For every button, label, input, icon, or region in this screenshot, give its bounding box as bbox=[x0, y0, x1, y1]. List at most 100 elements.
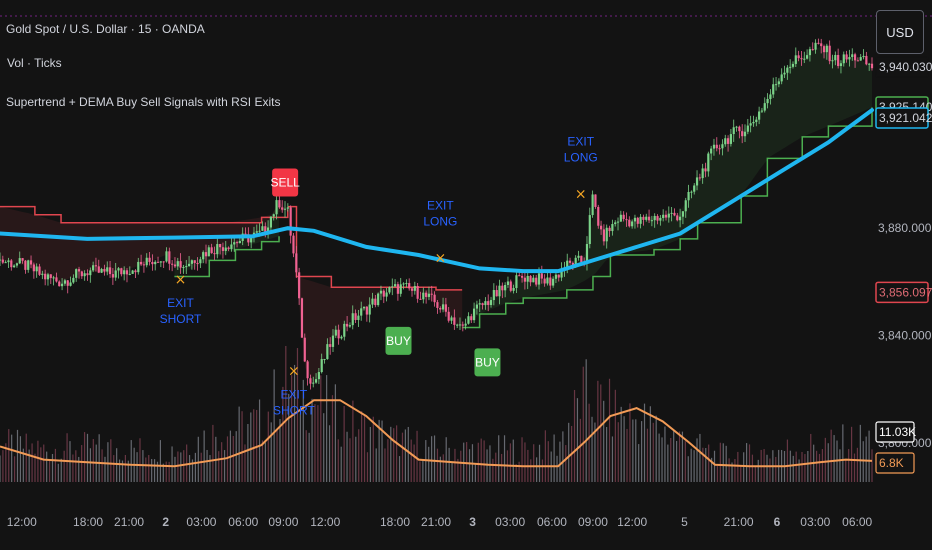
candle bbox=[504, 282, 507, 298]
candle-body bbox=[803, 58, 806, 60]
candle-body bbox=[724, 138, 727, 145]
candle bbox=[63, 278, 67, 286]
currency-button[interactable]: USD bbox=[876, 10, 924, 54]
time-tick-label: 03:00 bbox=[495, 515, 525, 529]
candle-body bbox=[227, 247, 230, 250]
candle-body bbox=[811, 49, 814, 51]
candle-body bbox=[523, 277, 526, 282]
candle-body bbox=[357, 315, 360, 320]
candle-body bbox=[289, 207, 292, 236]
candle-body bbox=[77, 269, 81, 272]
candle bbox=[227, 246, 230, 252]
volume-bar bbox=[206, 449, 208, 482]
volume-bar bbox=[460, 450, 462, 482]
buy-signal: BUY bbox=[474, 348, 501, 377]
candle bbox=[314, 373, 318, 384]
candle bbox=[848, 49, 851, 67]
volume-bar bbox=[66, 433, 68, 482]
candle bbox=[145, 253, 148, 268]
exit-label: EXIT bbox=[427, 199, 454, 213]
candle-body bbox=[679, 216, 682, 221]
volume-bar bbox=[699, 433, 701, 482]
volume-bar bbox=[810, 433, 812, 482]
candle-body bbox=[535, 277, 538, 285]
candle-body bbox=[15, 263, 19, 266]
candle-body bbox=[326, 344, 329, 360]
volume-bar bbox=[865, 436, 867, 482]
candle bbox=[588, 207, 591, 249]
candle bbox=[94, 257, 98, 272]
volume-bar bbox=[678, 431, 681, 482]
volume-bar bbox=[868, 430, 870, 482]
candle bbox=[21, 257, 24, 264]
candle-body bbox=[599, 225, 603, 230]
volume-bar bbox=[862, 441, 864, 482]
candle-body bbox=[275, 200, 278, 215]
candle-body bbox=[422, 292, 425, 300]
candle bbox=[746, 118, 749, 135]
volume-bar bbox=[600, 384, 602, 482]
volume-bar bbox=[116, 448, 118, 482]
candle bbox=[179, 253, 182, 274]
candle bbox=[337, 324, 340, 345]
candle bbox=[289, 205, 292, 244]
volume-bar bbox=[267, 411, 269, 482]
candle-body bbox=[27, 260, 30, 270]
candle bbox=[532, 274, 535, 283]
volume-bar bbox=[282, 386, 284, 482]
candle bbox=[365, 306, 368, 322]
exit-label: EXIT bbox=[167, 296, 194, 310]
time-tick-label: 09:00 bbox=[268, 515, 298, 529]
exit-label: LONG bbox=[423, 215, 457, 229]
candle bbox=[839, 60, 843, 74]
candle bbox=[619, 210, 622, 222]
volume-bar bbox=[719, 442, 721, 482]
volume-bar bbox=[856, 447, 859, 482]
volume-bar bbox=[728, 458, 730, 482]
volume-bar bbox=[734, 459, 736, 482]
volume-bar bbox=[151, 458, 153, 482]
candle-body bbox=[639, 216, 642, 224]
volume-bar bbox=[381, 420, 383, 482]
candle bbox=[125, 268, 129, 283]
volume-bar bbox=[130, 440, 132, 482]
candle bbox=[515, 270, 518, 293]
candle-body bbox=[495, 290, 498, 297]
candle-body bbox=[515, 275, 518, 288]
candle-body bbox=[695, 177, 699, 186]
volume-bar bbox=[722, 443, 724, 482]
candle bbox=[695, 170, 699, 191]
candle bbox=[1, 255, 4, 265]
candle-body bbox=[450, 317, 453, 321]
candle-body bbox=[396, 284, 400, 294]
candle-body bbox=[207, 247, 210, 257]
candle bbox=[825, 43, 828, 60]
candle bbox=[309, 374, 312, 390]
candle bbox=[464, 318, 467, 330]
volume-bar bbox=[553, 434, 555, 482]
candle bbox=[817, 38, 820, 45]
volume-tag-label: 6.8K bbox=[879, 456, 904, 470]
volume-bar bbox=[0, 455, 1, 482]
candle bbox=[585, 236, 589, 271]
candle-body bbox=[749, 123, 752, 126]
candle-body bbox=[859, 57, 862, 61]
volume-bar bbox=[859, 424, 861, 482]
candle-body bbox=[4, 262, 7, 264]
volume-bar bbox=[503, 435, 506, 482]
candle-body bbox=[140, 261, 143, 265]
candle-body bbox=[464, 323, 467, 326]
candle-body bbox=[371, 298, 374, 305]
candle-body bbox=[111, 274, 114, 278]
candle-body bbox=[433, 294, 436, 303]
volume-bar bbox=[512, 439, 514, 482]
candle-body bbox=[472, 308, 476, 321]
candle bbox=[662, 209, 665, 222]
volume-bar bbox=[850, 426, 853, 482]
candle-body bbox=[374, 298, 377, 306]
exit-cross-icon: × bbox=[575, 186, 587, 202]
candle-body bbox=[662, 214, 665, 218]
candle bbox=[656, 214, 659, 225]
exit-cross-icon: × bbox=[434, 251, 446, 267]
